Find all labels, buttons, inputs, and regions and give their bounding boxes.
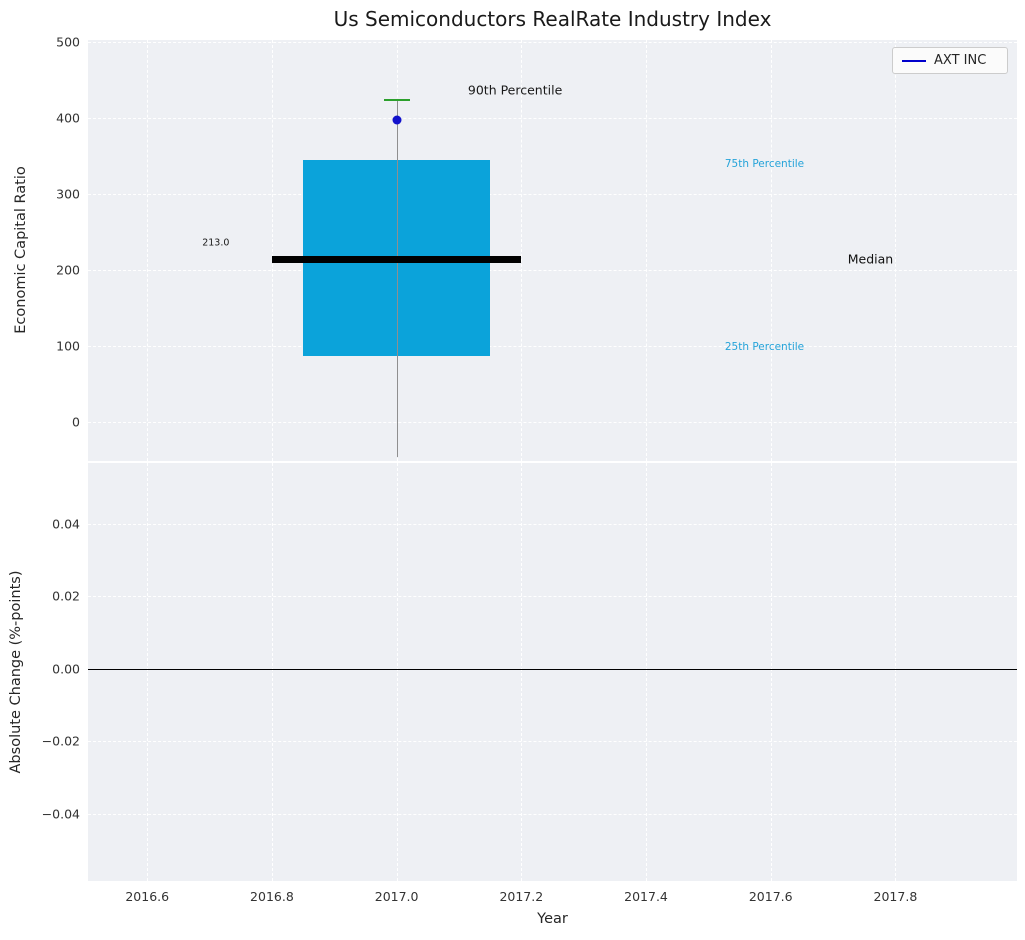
gridline-y bbox=[88, 269, 1017, 271]
x-tick-label: 2017.6 bbox=[748, 889, 793, 904]
x-tick-label: 2016.6 bbox=[125, 889, 170, 904]
plot-panel-bottom bbox=[88, 463, 1017, 881]
gridline-y bbox=[88, 193, 1017, 195]
x-tick-label: 2017.8 bbox=[873, 889, 918, 904]
y-tick-label: 0.04 bbox=[52, 516, 80, 532]
legend-line-axt-inc bbox=[902, 59, 926, 62]
gridline-y bbox=[88, 741, 1017, 743]
legend-label: AXT INC bbox=[934, 53, 987, 68]
gridline-x bbox=[147, 463, 149, 881]
x-tick-label: 2016.8 bbox=[250, 889, 294, 904]
chart-title: Us Semiconductors RealRate Industry Inde… bbox=[333, 7, 772, 31]
whisker-line bbox=[396, 99, 398, 458]
gridline-y bbox=[88, 118, 1017, 120]
x-tick-label: 2017.4 bbox=[624, 889, 668, 904]
gridline-x bbox=[521, 40, 523, 461]
x-axis-label: Year bbox=[537, 911, 568, 927]
gridline-x bbox=[147, 40, 149, 461]
gridline-y bbox=[88, 523, 1017, 525]
gridline-x bbox=[646, 463, 648, 881]
y-tick-label: 0.02 bbox=[52, 588, 80, 604]
y-tick-label: 300 bbox=[56, 186, 80, 202]
y-tick-label: 0.00 bbox=[52, 661, 80, 677]
gridline-x bbox=[271, 40, 273, 461]
gridline-x bbox=[895, 463, 897, 881]
gridline-x bbox=[396, 463, 398, 881]
company-point-axt-inc bbox=[392, 115, 402, 125]
y-tick-label: 200 bbox=[56, 262, 80, 278]
x-tick-label: 2017.0 bbox=[374, 889, 419, 904]
annotation-75th-percentile: 75th Percentile bbox=[724, 157, 805, 170]
gridline-x bbox=[521, 463, 523, 881]
gridline-x bbox=[770, 40, 772, 461]
y-tick-label: −0.02 bbox=[41, 733, 80, 749]
y-tick-label: 500 bbox=[56, 34, 80, 50]
annotation-median: Median bbox=[847, 251, 894, 267]
gridline-y bbox=[88, 42, 1017, 44]
plot-panel-top: 213.0 90th Percentile 75th Percentile 25th … bbox=[88, 40, 1017, 461]
legend: AXT INC bbox=[892, 47, 1008, 74]
annotation-25th-percentile: 25th Percentile bbox=[724, 341, 805, 354]
x-tick-label: 2017.2 bbox=[499, 889, 544, 904]
gridline-x bbox=[770, 463, 772, 881]
gridline-x bbox=[646, 40, 648, 461]
y-tick-label: 400 bbox=[56, 110, 80, 126]
annotation-213-0: 213.0 bbox=[202, 237, 230, 249]
y-tick-label: 100 bbox=[56, 338, 80, 354]
gridline-y bbox=[88, 813, 1017, 815]
annotation-90th-percentile: 90th Percentile bbox=[467, 82, 563, 98]
median-line bbox=[271, 256, 522, 264]
whisker-cap-90th bbox=[383, 99, 410, 102]
gridline-y bbox=[88, 345, 1017, 347]
zero-line bbox=[88, 668, 1017, 670]
gridline-x bbox=[895, 40, 897, 461]
y-tick-label: −0.04 bbox=[41, 806, 80, 822]
gridline-y bbox=[88, 421, 1017, 423]
gridline-y bbox=[88, 596, 1017, 598]
gridline-x bbox=[271, 463, 273, 881]
y-tick-label: 0 bbox=[72, 414, 80, 430]
